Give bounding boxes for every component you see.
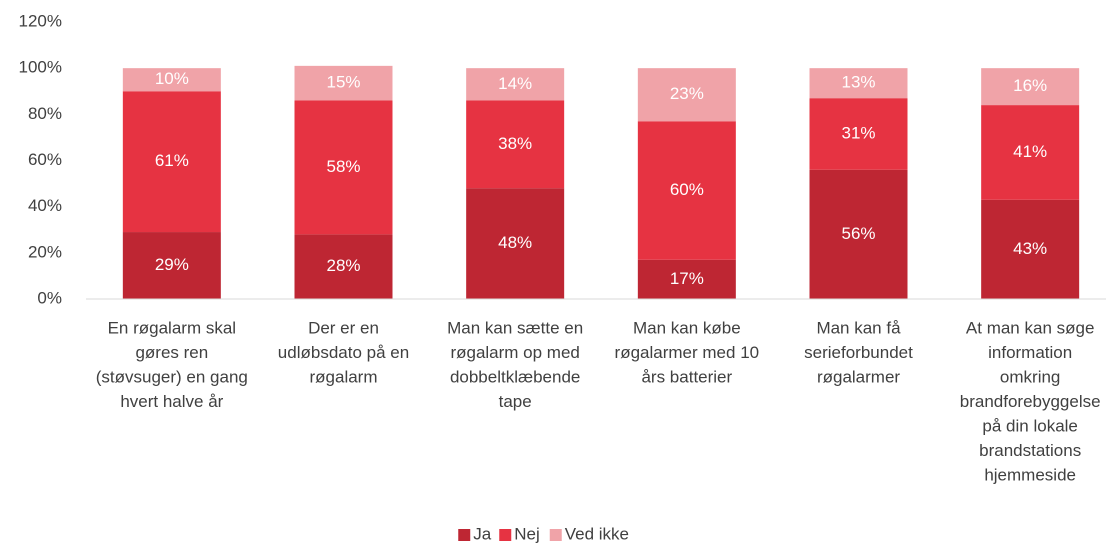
data-label: 43% (1013, 239, 1047, 258)
legend-label: Ved ikke (565, 524, 629, 543)
x-tick-label: omkring (1000, 367, 1060, 386)
y-tick-label: 20% (28, 242, 62, 261)
x-tick-label: brandstations (979, 441, 1081, 460)
y-tick-label: 100% (19, 58, 62, 77)
data-label: 23% (670, 84, 704, 103)
x-tick-label: En røgalarm skal (108, 318, 236, 337)
x-tick-label: (støvsuger) en gang (96, 367, 248, 386)
bar-segment (637, 121, 736, 260)
x-tick-label: At man kan søge (966, 318, 1095, 337)
x-tick-label: røgalarm op med (450, 343, 579, 362)
bar-segment (637, 259, 736, 299)
x-tick-label: røgalarm (309, 367, 377, 386)
bar-segment (981, 68, 1080, 106)
data-label: 60% (670, 180, 704, 199)
data-label: 17% (670, 269, 704, 288)
data-label: 15% (326, 73, 360, 92)
x-tick-label: hvert halve år (120, 392, 223, 411)
bar-segment (294, 100, 393, 235)
x-tick-label: tape (499, 392, 532, 411)
y-tick-label: 0% (37, 288, 62, 307)
x-tick-label: information (988, 343, 1072, 362)
y-tick-label: 80% (28, 104, 62, 123)
legend-label: Nej (514, 524, 540, 543)
y-tick-label: 120% (19, 11, 62, 30)
bar-segment (294, 234, 393, 299)
x-tick-label: på din lokale (982, 416, 1077, 435)
x-tick-label: brandforebyggelse (960, 392, 1101, 411)
data-label: 56% (841, 224, 875, 243)
x-tick-label: Man kan købe (633, 318, 741, 337)
bar-segment (466, 100, 565, 189)
x-tick-label: års batterier (641, 367, 732, 386)
data-label: 38% (498, 134, 532, 153)
bar-segment (122, 91, 221, 233)
x-tick-label: Man kan få (816, 318, 901, 337)
data-label: 41% (1013, 142, 1047, 161)
y-tick-label: 40% (28, 196, 62, 215)
bar-segment (981, 199, 1080, 299)
bar-segment (637, 68, 736, 122)
bar-segment (809, 68, 908, 99)
legend-label: Ja (473, 524, 492, 543)
bar-segment (466, 68, 565, 101)
data-label: 28% (326, 256, 360, 275)
bar-segment (809, 169, 908, 299)
bar-segment (122, 68, 221, 92)
legend-swatch (499, 529, 512, 541)
legend-swatch (458, 529, 471, 541)
data-label: 29% (155, 255, 189, 274)
data-label: 61% (155, 151, 189, 170)
x-tick-label: røgalarmer med 10 (615, 343, 760, 362)
data-label: 31% (841, 123, 875, 142)
x-tick-label: røgalarmer (817, 367, 900, 386)
x-tick-label: udløbsdato på en (278, 343, 409, 362)
y-tick-label: 60% (28, 150, 62, 169)
bar-segment (809, 98, 908, 170)
x-tick-label: Man kan sætte en (447, 318, 583, 337)
bar-segment (466, 188, 565, 299)
data-label: 48% (498, 233, 532, 252)
bar-segment (294, 65, 393, 101)
bar-segment (981, 105, 1080, 200)
x-tick-label: serieforbundet (804, 343, 913, 362)
legend-swatch (549, 529, 562, 541)
x-tick-label: gøres ren (135, 343, 208, 362)
x-tick-label: Der er en (308, 318, 379, 337)
data-label: 10% (155, 69, 189, 88)
x-tick-label: dobbeltklæbende (450, 367, 580, 386)
data-label: 16% (1013, 76, 1047, 95)
data-label: 14% (498, 74, 532, 93)
data-label: 58% (326, 157, 360, 176)
data-label: 13% (841, 73, 875, 92)
bar-segment (122, 232, 221, 299)
x-tick-label: hjemmeside (984, 465, 1076, 484)
